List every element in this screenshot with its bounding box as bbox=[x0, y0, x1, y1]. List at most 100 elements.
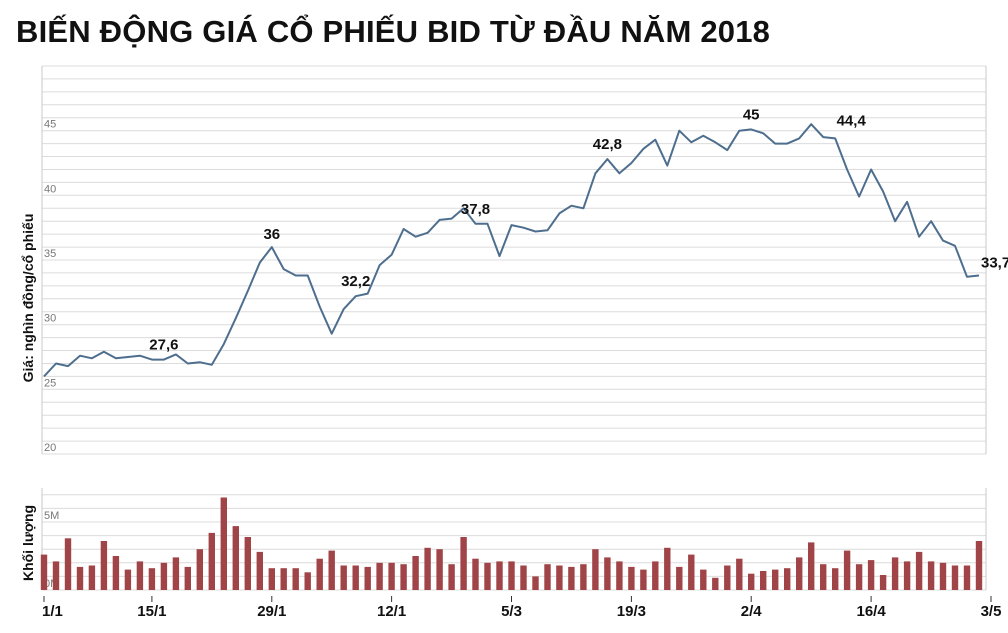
price-annotation: 32,2 bbox=[341, 273, 370, 290]
volume-bar bbox=[328, 550, 335, 590]
price-annotation: 42,8 bbox=[593, 136, 622, 153]
volume-bar bbox=[184, 566, 191, 590]
volume-bar bbox=[340, 565, 347, 590]
volume-bar bbox=[100, 541, 108, 590]
price-annotation: 33,7 bbox=[981, 255, 1008, 272]
volume-bar bbox=[376, 562, 383, 590]
volume-bar bbox=[951, 565, 959, 590]
x-tick-label: 1/1 bbox=[42, 603, 63, 620]
volume-bar bbox=[196, 549, 203, 590]
volume-bar bbox=[244, 537, 251, 590]
volume-bar bbox=[280, 568, 287, 590]
volume-bar bbox=[412, 556, 419, 590]
price-y-axis-title: Giá: nghìn đồng/cổ phiếu bbox=[20, 214, 36, 383]
price-annotations: 27,6 36 32,2 37,8 42,8 45 44,4 33,7 bbox=[149, 106, 1008, 353]
volume-bars bbox=[40, 497, 983, 590]
x-tick-label: 15/1 bbox=[137, 603, 166, 620]
price-annotation: 37,8 bbox=[461, 201, 490, 218]
volume-y-axis-title: Khối lượng bbox=[20, 505, 36, 581]
volume-bar bbox=[736, 558, 743, 590]
x-axis-ticks: 1/1 15/1 29/1 12/1 5/3 19/3 2/4 16/4 3/5 bbox=[42, 596, 1001, 620]
volume-bar bbox=[52, 561, 60, 590]
volume-bar bbox=[148, 568, 156, 590]
volume-bar bbox=[316, 558, 323, 590]
volume-bar bbox=[292, 568, 299, 590]
volume-bar bbox=[915, 551, 923, 590]
volume-bar bbox=[903, 561, 911, 590]
price-panel: 20 25 30 35 40 45 27,6 36 32,2 37,8 42,8 45 44,4 33,… bbox=[20, 65, 1008, 455]
volume-bar bbox=[40, 554, 48, 590]
volume-bar bbox=[88, 565, 96, 590]
volume-bar bbox=[772, 569, 779, 590]
volume-bar bbox=[843, 550, 851, 590]
price-y-ticks: 20 25 30 35 40 45 bbox=[44, 119, 56, 454]
volume-bar bbox=[712, 577, 719, 590]
price-annotation: 44,4 bbox=[837, 112, 867, 129]
volume-bar bbox=[784, 568, 791, 590]
price-y-tick-label: 25 bbox=[44, 377, 56, 389]
price-annotation: 36 bbox=[263, 226, 280, 243]
volume-bar bbox=[556, 565, 563, 590]
volume-bar bbox=[820, 564, 827, 590]
x-tick-label: 2/4 bbox=[741, 603, 763, 620]
volume-bar bbox=[208, 532, 215, 590]
volume-bar bbox=[676, 566, 683, 590]
volume-bar bbox=[664, 547, 671, 590]
volume-bar bbox=[400, 564, 407, 590]
volume-y-tick-label: 5M bbox=[44, 510, 59, 522]
volume-bar bbox=[508, 561, 515, 590]
x-tick-label: 19/3 bbox=[617, 603, 646, 620]
volume-bar bbox=[496, 561, 503, 590]
volume-bar bbox=[124, 569, 132, 590]
volume-bar bbox=[592, 549, 599, 590]
volume-bar bbox=[867, 560, 875, 590]
volume-bar bbox=[352, 565, 359, 590]
volume-bar bbox=[388, 562, 395, 590]
volume-bar bbox=[232, 526, 239, 590]
x-tick-label: 5/3 bbox=[501, 603, 522, 620]
volume-bar bbox=[808, 542, 815, 590]
volume-bar bbox=[879, 575, 887, 590]
volume-bar bbox=[448, 564, 455, 590]
volume-bar bbox=[939, 562, 947, 590]
volume-bar bbox=[891, 557, 899, 590]
x-tick-label: 16/4 bbox=[856, 603, 886, 620]
price-annotation: 45 bbox=[743, 106, 760, 123]
volume-bar bbox=[160, 562, 168, 590]
volume-bar bbox=[796, 557, 803, 590]
volume-bar bbox=[616, 561, 623, 590]
volume-bar bbox=[76, 566, 84, 590]
volume-bar bbox=[760, 571, 767, 590]
volume-bar bbox=[724, 565, 731, 590]
volume-bar bbox=[975, 541, 983, 590]
volume-bar bbox=[652, 561, 659, 590]
volume-bar bbox=[855, 564, 863, 590]
volume-bar bbox=[304, 572, 311, 590]
volume-bar bbox=[688, 554, 695, 590]
volume-bar bbox=[927, 561, 935, 590]
price-gridlines bbox=[41, 65, 987, 455]
volume-bar bbox=[364, 566, 371, 590]
volume-bar bbox=[424, 547, 431, 590]
volume-bar bbox=[568, 566, 575, 590]
volume-bar bbox=[748, 573, 755, 590]
volume-bar bbox=[136, 561, 144, 590]
price-line bbox=[43, 123, 980, 378]
volume-bar bbox=[112, 556, 120, 590]
volume-bar bbox=[963, 565, 971, 590]
volume-bar bbox=[532, 576, 539, 590]
volume-bar bbox=[64, 538, 72, 590]
volume-bar bbox=[628, 566, 635, 590]
price-annotation: 27,6 bbox=[149, 337, 178, 354]
price-y-tick-label: 20 bbox=[44, 442, 56, 454]
volume-bar bbox=[256, 551, 263, 590]
x-tick-label: 29/1 bbox=[257, 603, 286, 620]
volume-bar bbox=[484, 562, 491, 590]
volume-bar bbox=[472, 558, 479, 590]
price-y-tick-label: 35 bbox=[44, 248, 56, 260]
volume-bar bbox=[640, 569, 647, 590]
x-tick-label: 12/1 bbox=[377, 603, 406, 620]
volume-bar bbox=[700, 569, 707, 590]
volume-bar bbox=[172, 557, 180, 590]
